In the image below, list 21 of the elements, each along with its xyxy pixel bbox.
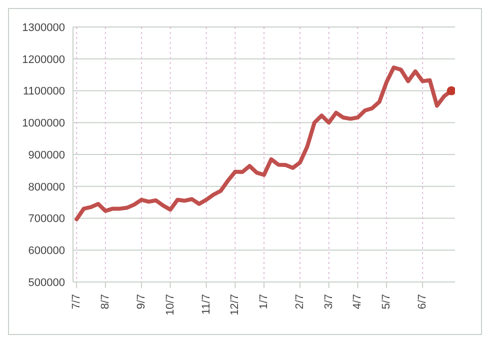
x-tick-label: 6/7 — [416, 294, 429, 310]
x-tick-label: 2/7 — [294, 294, 306, 310]
y-tick-label: 1200000 — [22, 54, 65, 66]
x-tick-label: 8/7 — [99, 294, 112, 310]
x-tick-label: 12/7 — [229, 294, 242, 316]
y-tick-label: 1300000 — [22, 22, 65, 34]
y-tick-label: 800000 — [28, 181, 65, 194]
y-tick-label: 1000000 — [22, 118, 65, 130]
y-tick-label: 700000 — [28, 213, 65, 226]
x-tick-label: 1/7 — [258, 294, 270, 310]
y-tick-label: 1100000 — [22, 86, 65, 98]
x-tick-label: 5/7 — [380, 294, 393, 310]
x-tick-label: 10/7 — [164, 294, 176, 316]
x-tick-label: 7/7 — [70, 294, 83, 310]
x-tick-label: 11/7 — [200, 294, 212, 315]
x-tick-label: 9/7 — [135, 294, 148, 310]
x-tick-label: 3/7 — [322, 294, 335, 310]
x-tick-label: 4/7 — [352, 294, 364, 310]
y-tick-label: 900000 — [28, 149, 65, 162]
y-tick-label: 500000 — [28, 276, 65, 289]
y-tick-label: 600000 — [28, 245, 65, 258]
